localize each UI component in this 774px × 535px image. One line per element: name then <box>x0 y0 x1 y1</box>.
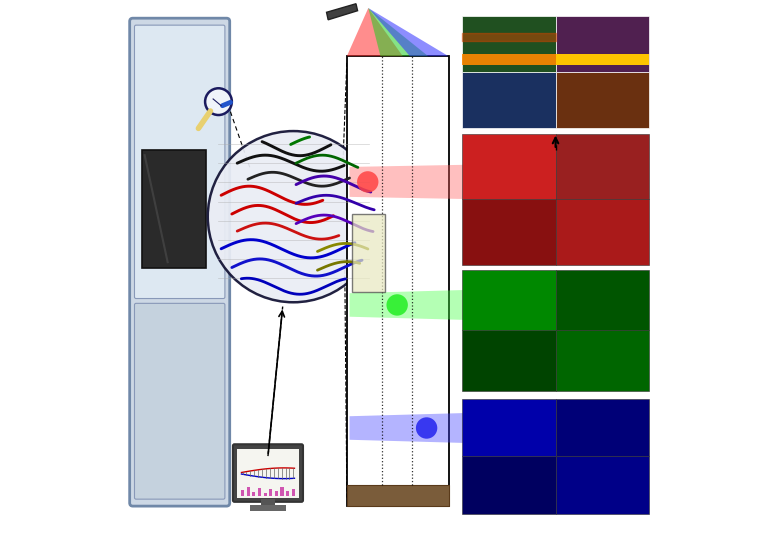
Bar <box>247 487 250 496</box>
FancyBboxPatch shape <box>130 18 230 506</box>
FancyBboxPatch shape <box>233 444 303 502</box>
Bar <box>286 491 289 496</box>
Polygon shape <box>350 413 466 443</box>
Bar <box>347 485 448 506</box>
Bar <box>556 399 649 456</box>
Bar <box>556 134 649 200</box>
Bar <box>556 72 649 128</box>
Bar <box>347 56 448 506</box>
Polygon shape <box>327 4 358 20</box>
Bar <box>269 489 272 496</box>
Bar <box>258 488 261 496</box>
FancyBboxPatch shape <box>135 303 225 499</box>
Polygon shape <box>350 290 466 320</box>
Bar <box>556 54 649 65</box>
Bar <box>556 331 649 391</box>
Bar <box>462 456 556 514</box>
Bar <box>462 134 556 200</box>
Bar <box>462 72 556 128</box>
Bar <box>263 493 267 496</box>
Bar <box>462 331 556 391</box>
Bar <box>142 150 206 268</box>
Circle shape <box>357 171 378 193</box>
Bar <box>462 270 556 331</box>
Bar <box>252 492 255 496</box>
Polygon shape <box>368 8 448 56</box>
FancyBboxPatch shape <box>135 25 225 299</box>
Polygon shape <box>347 8 402 56</box>
Bar <box>462 200 556 265</box>
Bar <box>249 505 286 511</box>
Bar <box>556 16 649 72</box>
Bar <box>241 490 244 496</box>
Bar <box>352 214 385 292</box>
Bar <box>462 16 556 72</box>
Bar <box>462 399 556 456</box>
Bar <box>462 54 649 65</box>
Circle shape <box>205 88 232 115</box>
Polygon shape <box>350 165 466 199</box>
Bar <box>261 499 276 507</box>
Circle shape <box>207 131 379 302</box>
Bar <box>292 489 295 496</box>
Bar <box>556 270 649 331</box>
Bar <box>556 200 649 265</box>
Circle shape <box>386 294 408 316</box>
Bar <box>280 487 284 496</box>
Polygon shape <box>368 8 428 56</box>
Bar <box>275 491 278 496</box>
Circle shape <box>416 417 437 439</box>
Bar <box>556 456 649 514</box>
Bar <box>237 449 299 498</box>
